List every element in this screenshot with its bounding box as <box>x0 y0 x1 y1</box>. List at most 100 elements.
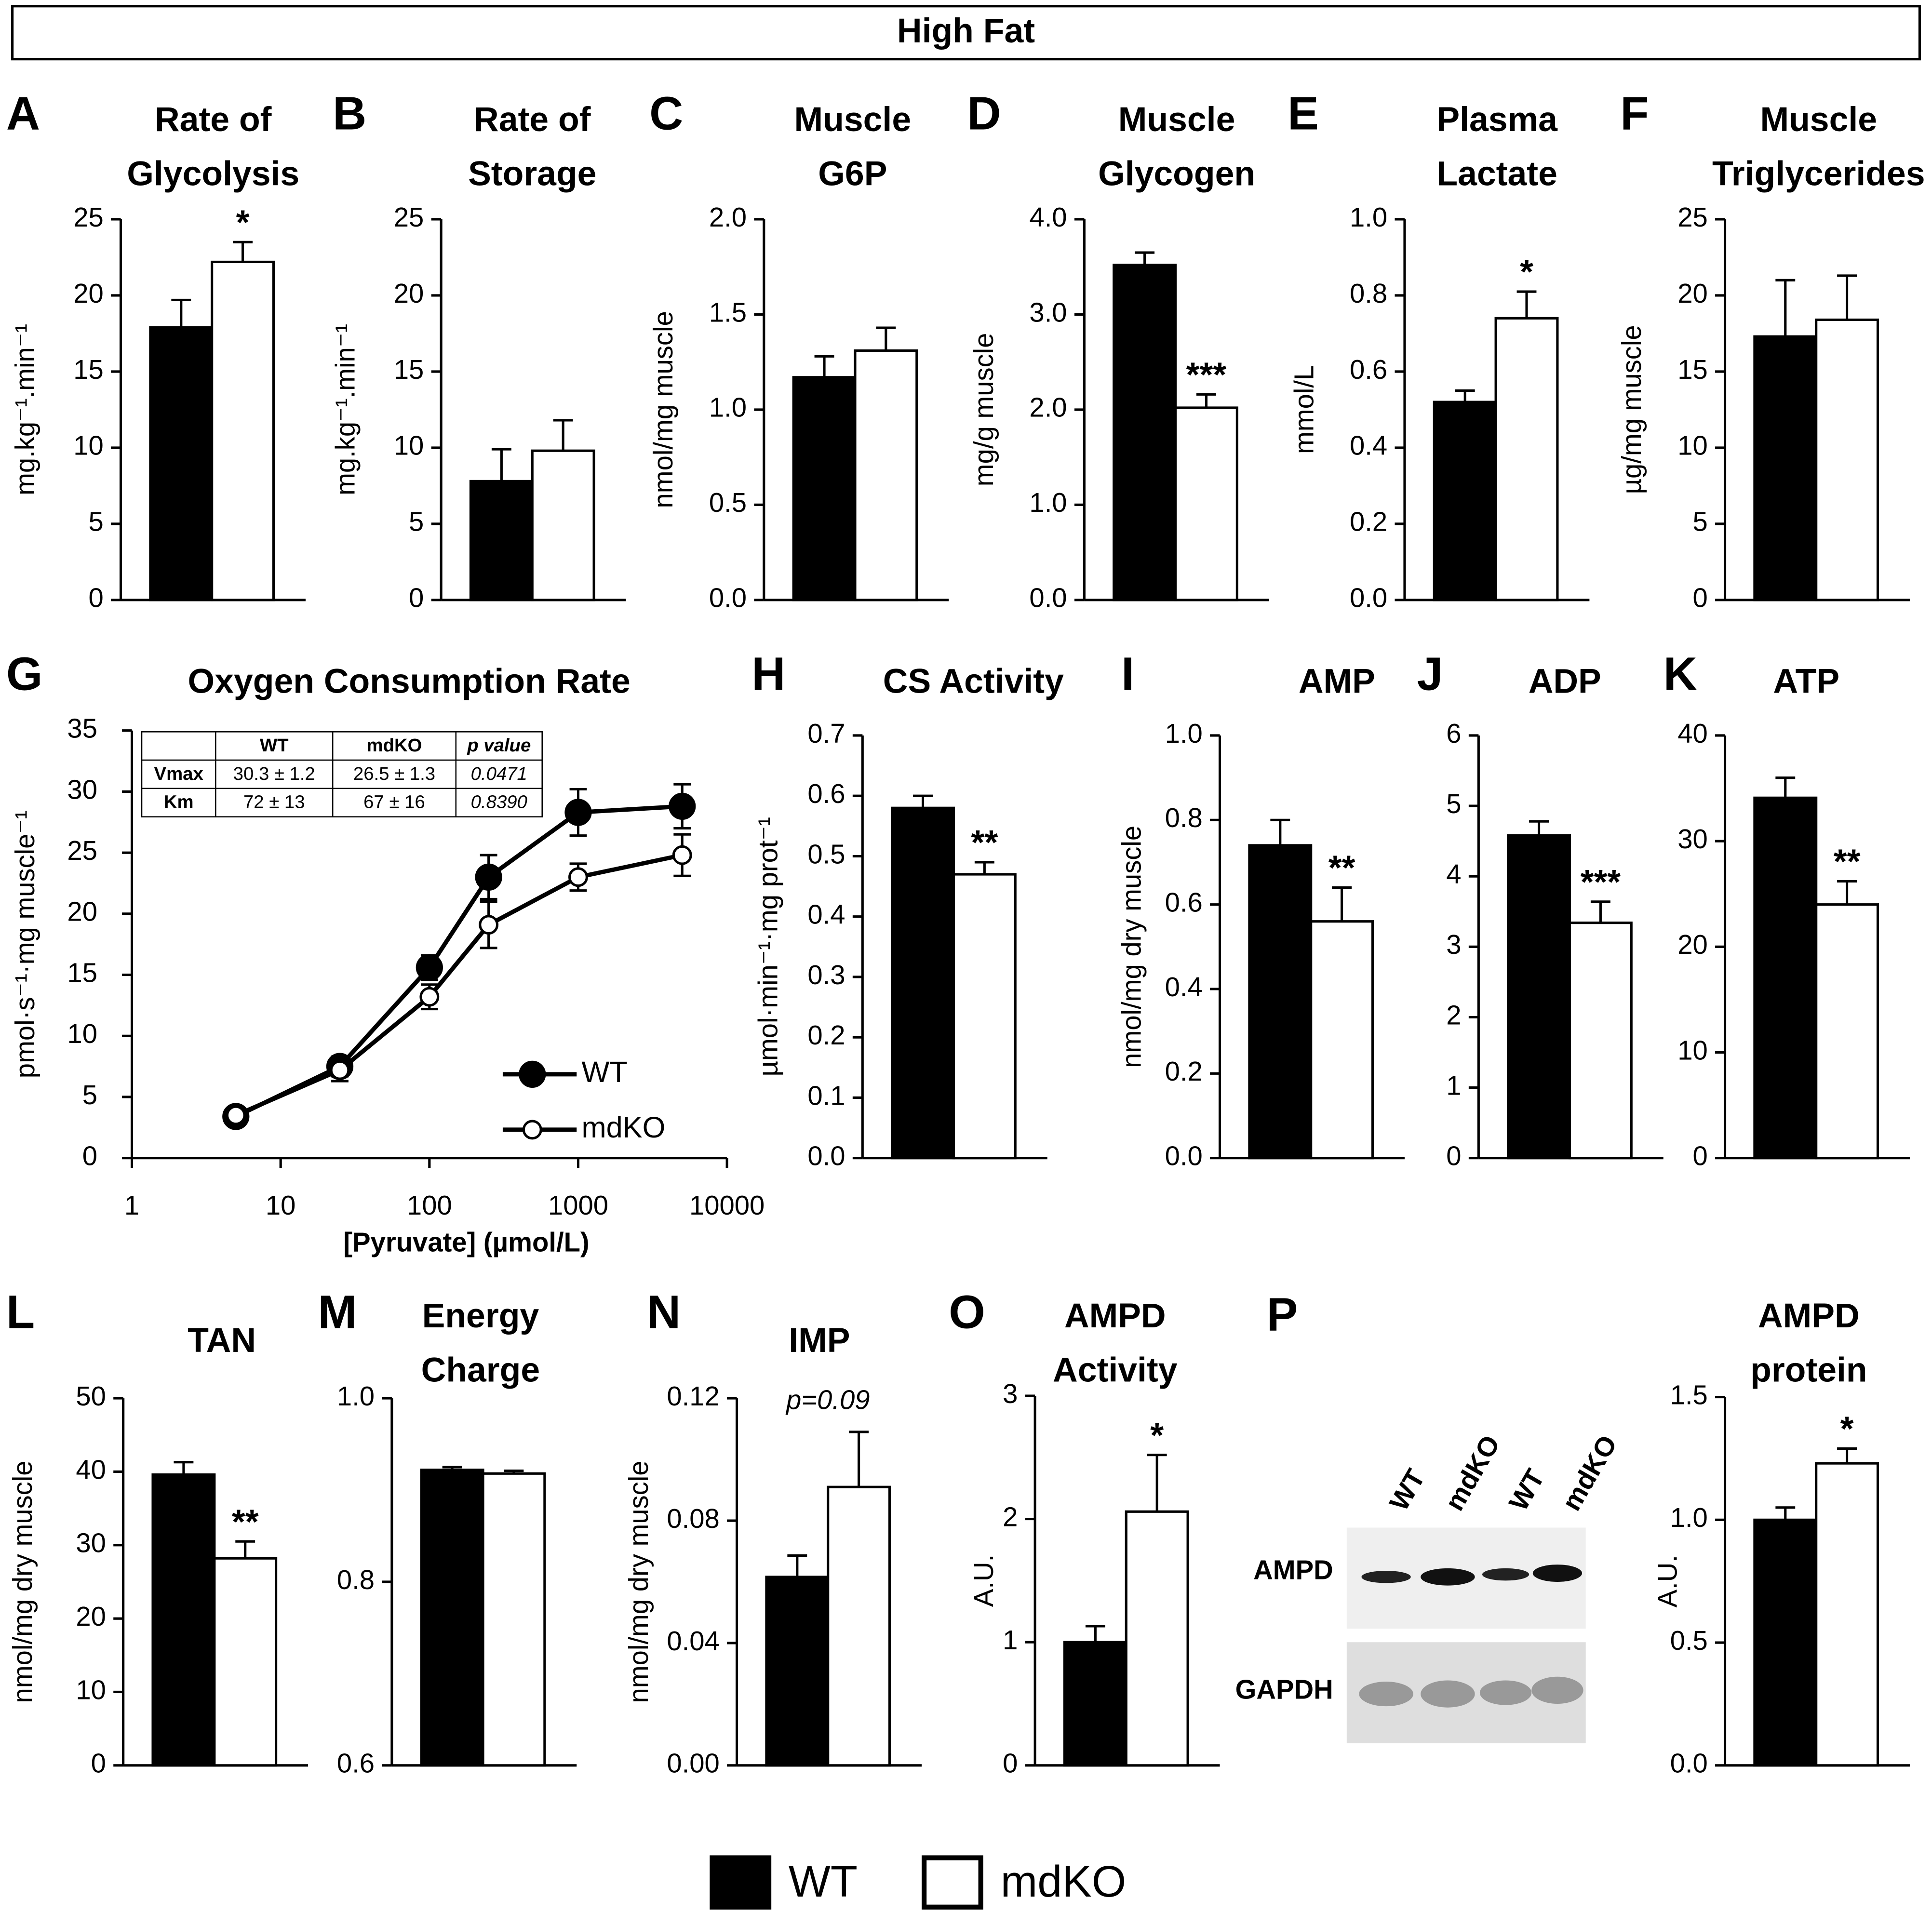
y-tick-label: 0.7 <box>807 718 845 749</box>
x-tick-label: 1000 <box>548 1190 608 1220</box>
y-tick-label: 0 <box>1003 1748 1018 1778</box>
y-tick-label: 0.8 <box>1350 278 1387 308</box>
bar <box>854 349 918 602</box>
bar <box>151 1473 216 1767</box>
blot-row-label: GAPDH <box>1235 1674 1333 1704</box>
y-tick-label: 1.0 <box>337 1381 375 1411</box>
table <box>141 731 543 817</box>
blot-band <box>1421 1568 1475 1586</box>
y-tick-label: 20 <box>394 278 424 308</box>
annotation: ** <box>1834 842 1861 881</box>
bar <box>149 326 214 602</box>
chart-title: AMPD <box>1064 1297 1166 1335</box>
y-tick-label: 15 <box>73 354 104 385</box>
y-tick-label: 5 <box>82 1080 97 1110</box>
annotation: *** <box>1581 863 1621 901</box>
chart-title: IMP <box>789 1321 850 1360</box>
chart-title: ATP <box>1773 662 1839 701</box>
annotation: * <box>236 203 250 241</box>
y-tick-label: 0.00 <box>667 1748 719 1778</box>
table-cell: 67 ± 16 <box>363 792 425 813</box>
y-axis-label: µmol·min⁻¹·mg prot⁻¹ <box>752 817 783 1076</box>
y-tick-label: 15 <box>394 354 424 385</box>
y-tick-label: 20 <box>73 278 104 308</box>
y-tick-label: 4 <box>1446 859 1461 889</box>
y-tick-label: 1 <box>1003 1625 1018 1655</box>
blot: P AMPD GAPDH WT mdKO WT mdKO <box>1235 1288 1623 1743</box>
annotation: * <box>1840 1410 1854 1448</box>
y-tick-label: 0 <box>1446 1141 1461 1171</box>
y-axis-label: µg/mg muscle <box>1616 325 1647 494</box>
panel-letter: F <box>1620 87 1649 139</box>
chart-title: AMPD <box>1758 1297 1860 1335</box>
panel-letter: C <box>649 87 683 139</box>
bar <box>1507 834 1571 1160</box>
x-tick-label: 1 <box>124 1190 139 1220</box>
y-tick-label: 1.0 <box>1029 487 1067 518</box>
panel-letter: G <box>6 647 43 700</box>
y-tick-label: 30 <box>67 774 97 804</box>
point <box>669 792 696 820</box>
y-tick-label: 0.2 <box>807 1020 845 1050</box>
legend-swatch <box>710 1855 772 1910</box>
point <box>226 1105 246 1125</box>
y-axis-label: mg.kg⁻¹.min⁻¹ <box>330 324 361 495</box>
panel-letter: N <box>647 1286 681 1338</box>
y-tick-label: 0.8 <box>337 1564 375 1595</box>
legend-label: WT <box>789 1857 858 1906</box>
y-tick-label: 0.0 <box>1029 583 1067 613</box>
y-tick-label: 10 <box>1677 430 1708 461</box>
y-axis-label: mmol/L <box>1288 365 1319 454</box>
chart-title: TAN <box>188 1321 256 1360</box>
y-tick-label: 25 <box>73 202 104 232</box>
y-tick-label: 0 <box>82 1141 97 1171</box>
point <box>475 863 502 891</box>
y-tick-label: 0.5 <box>1670 1625 1708 1656</box>
y-tick-label: 2 <box>1003 1501 1018 1532</box>
legend-marker <box>522 1120 542 1140</box>
chart-title: protein <box>1750 1350 1867 1389</box>
y-tick-label: 0.1 <box>807 1080 845 1110</box>
y-tick-label: 3 <box>1003 1378 1018 1409</box>
blot-band <box>1359 1682 1413 1707</box>
y-tick-label: 0 <box>88 583 103 613</box>
y-tick-label: 0.4 <box>1350 430 1387 461</box>
y-tick-label: 0.0 <box>1350 583 1387 613</box>
y-axis-label: A.U. <box>1652 1555 1682 1607</box>
y-axis-label: A.U. <box>968 1554 999 1607</box>
chart-title: Charge <box>421 1350 540 1389</box>
annotation: p=0.09 <box>785 1385 870 1415</box>
y-tick-label: 6 <box>1446 718 1461 749</box>
table-cell: 72 ± 13 <box>243 792 305 813</box>
y-tick-label: 25 <box>67 835 97 866</box>
bar <box>213 1557 278 1767</box>
y-tick-label: 0 <box>409 583 424 613</box>
chart-title: AMP <box>1299 662 1375 701</box>
bar <box>1248 844 1313 1160</box>
chart-title: Muscle <box>1118 100 1235 139</box>
y-tick-label: 0.04 <box>667 1626 719 1656</box>
y-tick-label: 0.0 <box>709 583 747 613</box>
y-axis-label: mg.kg⁻¹.min⁻¹ <box>10 324 40 495</box>
point <box>564 799 592 826</box>
y-tick-label: 5 <box>409 507 424 537</box>
chart-title: Energy <box>422 1297 539 1335</box>
y-tick-label: 35 <box>67 713 97 744</box>
table-header: WT <box>260 735 289 756</box>
y-tick-label: 5 <box>88 507 103 537</box>
legend-swatch <box>921 1855 983 1910</box>
blot-band <box>1531 1676 1583 1704</box>
blot-band <box>1482 1568 1530 1581</box>
annotation: ** <box>1328 849 1355 887</box>
chart-title: Muscle <box>794 100 912 139</box>
y-axis-label: pmol·s⁻¹·mg muscle⁻¹ <box>10 810 40 1078</box>
series-line <box>235 853 683 1118</box>
y-tick-label: 5 <box>1446 789 1461 819</box>
y-tick-label: 20 <box>1677 929 1708 960</box>
annotation: * <box>1520 253 1533 291</box>
bar <box>1815 1462 1879 1767</box>
y-axis-label: nmol/mg dry muscle <box>7 1460 38 1703</box>
blot-row-label: AMPD <box>1253 1554 1333 1585</box>
blot-band <box>1479 1680 1532 1705</box>
